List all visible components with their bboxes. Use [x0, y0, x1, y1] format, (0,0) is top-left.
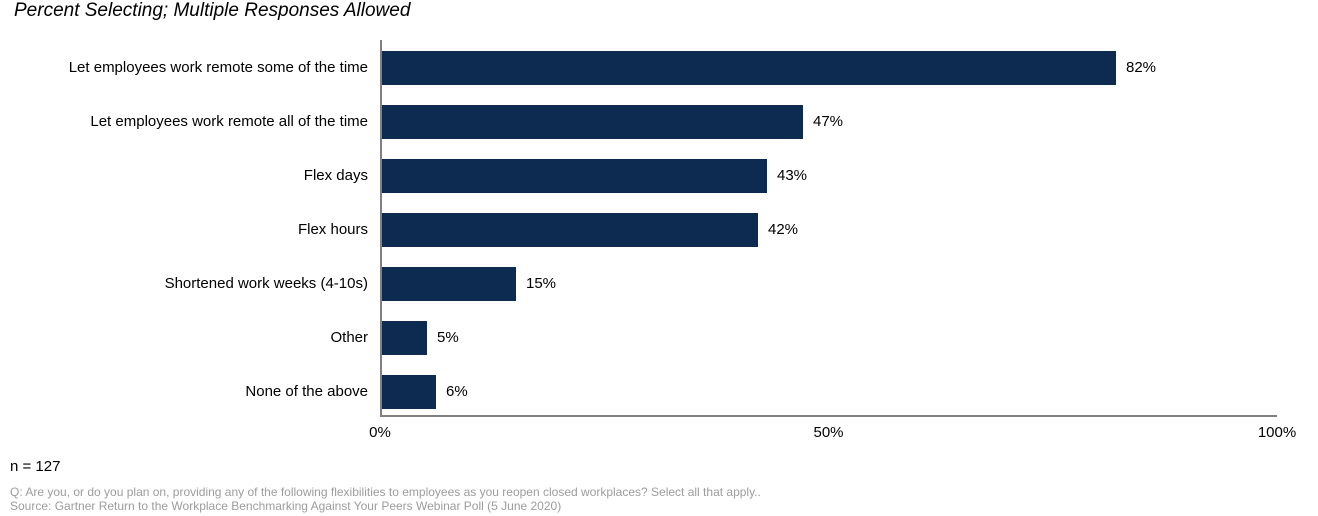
bar-row: Other 5% — [0, 321, 1318, 355]
bar — [382, 267, 516, 301]
chart-title: Percent Selecting; Multiple Responses Al… — [14, 0, 411, 21]
category-label: Let employees work remote some of the ti… — [68, 59, 368, 76]
bar — [382, 375, 436, 409]
category-label: Let employees work remote all of the tim… — [90, 113, 368, 130]
x-tick-label: 100% — [1257, 424, 1297, 441]
value-label: 5% — [437, 329, 459, 346]
question-footnote: Q: Are you, or do you plan on, providing… — [10, 485, 761, 499]
bar — [382, 105, 803, 139]
plot-area — [380, 40, 1277, 417]
category-label: Other — [330, 329, 368, 346]
value-label: 47% — [813, 113, 844, 130]
bar-row: None of the above 6% — [0, 375, 1318, 409]
source-footnote: Source: Gartner Return to the Workplace … — [10, 499, 562, 513]
category-label: Flex days — [303, 167, 368, 184]
value-label: 6% — [446, 383, 468, 400]
bar — [382, 51, 1116, 85]
bar — [382, 321, 427, 355]
bar-row: Flex hours 42% — [0, 213, 1318, 247]
bar-row: Let employees work remote some of the ti… — [0, 51, 1318, 85]
category-label: Flex hours — [297, 221, 368, 238]
bar — [382, 159, 767, 193]
category-label: Shortened work weeks (4-10s) — [164, 275, 368, 292]
x-tick-label: 0% — [369, 424, 391, 441]
value-label: 15% — [526, 275, 557, 292]
value-label: 82% — [1126, 59, 1157, 76]
category-label: None of the above — [245, 383, 368, 400]
bar-row: Flex days 43% — [0, 159, 1318, 193]
x-tick-label: 50% — [813, 424, 844, 441]
sample-size-label: n = 127 — [10, 458, 61, 475]
bar — [382, 213, 758, 247]
value-label: 43% — [777, 167, 808, 184]
bar-row: Let employees work remote all of the tim… — [0, 105, 1318, 139]
value-label: 42% — [768, 221, 799, 238]
bar-row: Shortened work weeks (4-10s) 15% — [0, 267, 1318, 301]
